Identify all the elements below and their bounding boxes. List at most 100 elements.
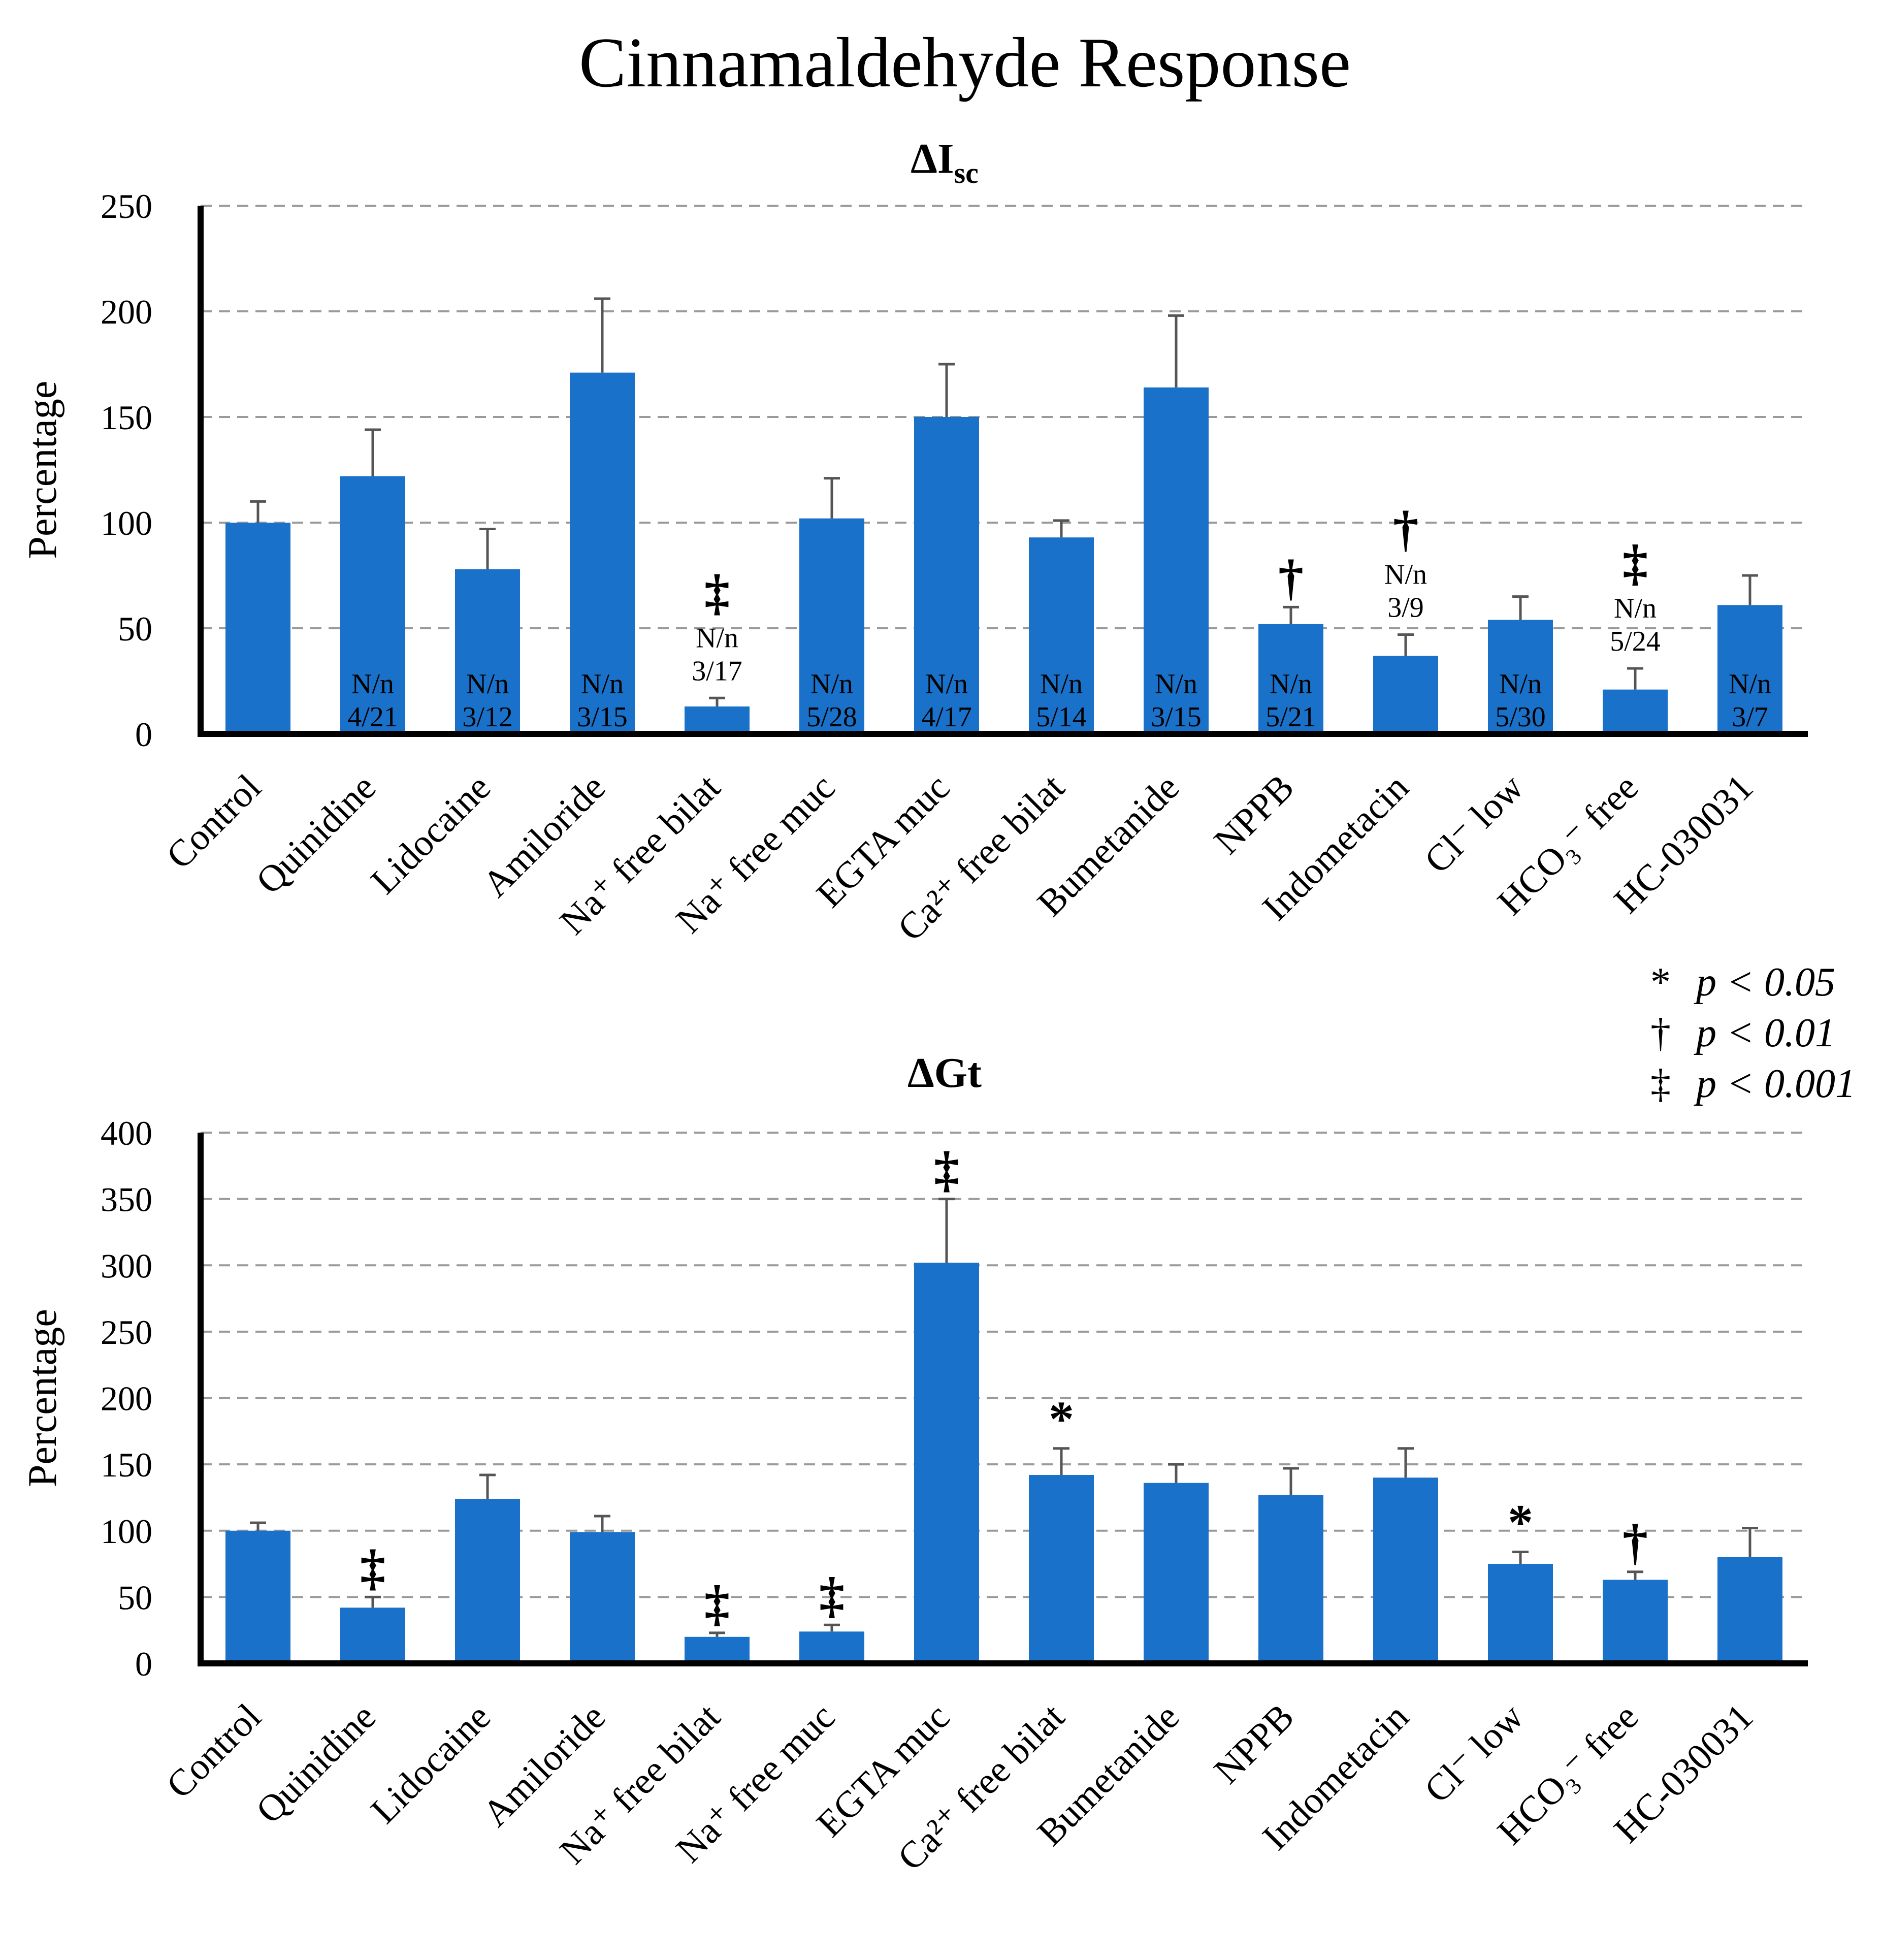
n-label: N/n — [581, 668, 624, 700]
n-value: 5/28 — [806, 701, 857, 733]
significance-marker: ‡ — [819, 1567, 845, 1623]
n-value: 5/14 — [1036, 701, 1087, 733]
n-label: N/n — [1040, 668, 1083, 700]
n-label: N/n — [1614, 593, 1657, 624]
category-label: Lidocaine — [363, 766, 499, 902]
n-value: 3/9 — [1387, 592, 1424, 623]
bar — [1258, 624, 1323, 734]
bar — [799, 518, 864, 734]
y-tick-label: 50 — [118, 1578, 152, 1617]
legend-symbol: ‡ — [1650, 1062, 1671, 1106]
chart-title-main: ΔI — [911, 135, 954, 182]
y-tick-label: 50 — [118, 609, 152, 648]
y-axis-label: Percentage — [20, 381, 65, 559]
n-label: N/n — [1499, 668, 1542, 700]
bar — [455, 1499, 520, 1663]
n-label: N/n — [925, 668, 968, 700]
bar — [1717, 1557, 1782, 1663]
n-value: 3/15 — [577, 701, 628, 733]
bar — [1603, 689, 1668, 734]
n-label: N/n — [810, 668, 853, 700]
legend-label: p < 0.01 — [1694, 1011, 1835, 1055]
n-label: N/n — [351, 668, 394, 700]
legend-label: p < 0.001 — [1694, 1062, 1856, 1106]
n-value: 3/15 — [1151, 701, 1202, 733]
legend-item-p001: † p < 0.01 — [1650, 1011, 1835, 1055]
bar — [1144, 387, 1209, 734]
category-label: Control — [158, 766, 269, 877]
category-label: NPPB — [1206, 1696, 1302, 1792]
significance-marker: ‡ — [360, 1539, 385, 1595]
bar — [1373, 1477, 1438, 1663]
bar — [340, 476, 405, 734]
category-label: Cl⁻ low — [1416, 766, 1532, 882]
bar — [225, 1530, 290, 1663]
n-value: 3/17 — [692, 655, 742, 687]
bar — [570, 1532, 635, 1663]
category-label: Cl⁻ low — [1416, 1696, 1532, 1811]
y-tick-label: 100 — [101, 504, 152, 542]
n-value: 5/21 — [1266, 701, 1316, 733]
y-tick-label: 250 — [101, 1313, 152, 1352]
bar — [1488, 620, 1553, 734]
y-tick-label: 200 — [101, 1379, 152, 1418]
n-label: N/n — [1155, 668, 1197, 700]
bar — [685, 1636, 750, 1663]
category-label: NPPB — [1206, 766, 1302, 862]
y-tick-label: 150 — [101, 1445, 152, 1484]
bar — [914, 1263, 979, 1663]
category-label: Quinidine — [248, 766, 384, 902]
y-tick-label: 100 — [101, 1512, 152, 1551]
significance-marker: ‡ — [934, 1141, 959, 1198]
n-value: 3/7 — [1732, 701, 1768, 733]
n-label: N/n — [1270, 668, 1312, 700]
y-tick-label: 350 — [101, 1180, 152, 1219]
chart-title: ΔIsc — [911, 135, 979, 189]
y-tick-label: 300 — [101, 1246, 152, 1285]
bar — [340, 1608, 405, 1663]
n-value: 5/30 — [1495, 701, 1546, 733]
legend-label: p < 0.05 — [1694, 960, 1835, 1005]
significance-marker: * — [1508, 1494, 1533, 1551]
bar — [1717, 605, 1782, 734]
bar — [225, 523, 290, 734]
y-tick-label: 250 — [101, 187, 152, 226]
chart-title-subscript: sc — [954, 156, 979, 189]
significance-marker: * — [1049, 1391, 1074, 1447]
significance-marker: ‡ — [704, 1575, 730, 1631]
y-tick-label: 150 — [101, 398, 152, 437]
bar — [1373, 656, 1438, 734]
legend-symbol: † — [1650, 1011, 1671, 1055]
n-value: 4/21 — [347, 701, 398, 733]
y-tick-label: 0 — [135, 1645, 152, 1683]
n-value: 4/17 — [921, 701, 972, 733]
chart-title: ΔGt — [907, 1049, 982, 1097]
bar — [1603, 1580, 1668, 1663]
legend: * p < 0.05 † p < 0.01 ‡ p < 0.001 — [1650, 960, 1856, 1106]
bar — [1144, 1483, 1209, 1663]
n-label: N/n — [1384, 559, 1427, 590]
bar — [1029, 1475, 1094, 1663]
y-axis-label: Percentage — [20, 1309, 65, 1487]
y-tick-label: 0 — [135, 715, 152, 754]
bar — [914, 417, 979, 734]
gt-chart: ΔGt 0 50 100 150 200 250 300 350 400 Percentage Con… — [20, 1049, 1808, 1879]
bar — [685, 706, 750, 734]
legend-item-p0001: ‡ p < 0.001 — [1650, 1062, 1856, 1106]
significance-marker: † — [1278, 549, 1304, 605]
bar — [455, 569, 520, 734]
category-label: Quinidine — [248, 1696, 384, 1832]
bar — [1029, 537, 1094, 734]
isc-chart: ΔIsc050100150200250PercentageControlN/n4… — [20, 135, 1808, 949]
legend-symbol: * — [1650, 960, 1671, 1005]
significance-marker: † — [1393, 500, 1418, 557]
significance-marker: ‡ — [1623, 534, 1648, 591]
category-label: Lidocaine — [363, 1696, 499, 1832]
n-value: 3/12 — [462, 701, 513, 733]
bar — [1488, 1564, 1553, 1663]
category-label: Control — [158, 1696, 269, 1807]
y-tick-label: 200 — [101, 293, 152, 331]
y-tick-label: 400 — [101, 1114, 152, 1152]
n-label: N/n — [1729, 668, 1771, 700]
